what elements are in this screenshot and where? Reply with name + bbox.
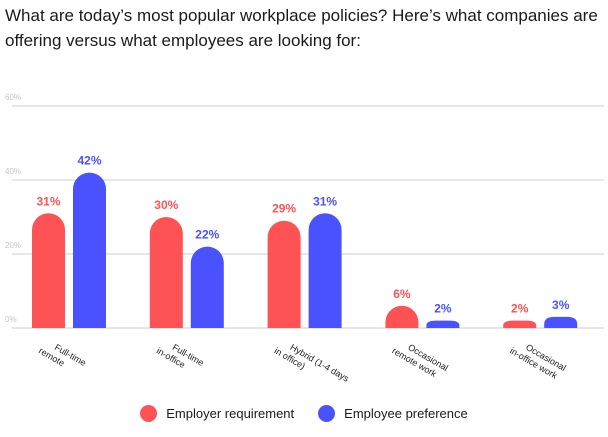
bar-chart: 0% 20% 40% 60% 31% 42% 30% 22% 29% 31% 6% 2% 2% 3% F… [5,93,604,384]
bars [32,172,578,328]
bar-employee [308,213,342,328]
y-tick-label: 20% [5,241,21,250]
legend-label: Employee preference [344,406,468,421]
bar-employer [385,305,419,328]
legend-item-employer[interactable]: Employer requirement [140,405,294,422]
data-label: 22% [195,228,219,242]
y-tick-label: 40% [5,167,21,176]
data-label: 42% [77,154,101,168]
value-labels: 31% 42% 30% 22% 29% 31% 6% 2% 2% 3% [36,154,569,316]
bar-employee [426,320,460,328]
y-tick-label: 0% [5,315,17,324]
legend-item-employee[interactable]: Employee preference [318,405,468,422]
data-label: 2% [434,302,452,316]
bar-employee [544,316,578,328]
legend-label: Employer requirement [166,406,295,421]
legend: Employer requirement Employee preference [0,405,608,422]
data-label: 2% [511,302,529,316]
employee-swatch-icon [318,405,336,422]
bar-employee [73,172,106,328]
chart-title: What are today’s most popular workplace … [5,6,598,50]
bar-employer [32,213,65,328]
employer-swatch-icon [140,405,158,422]
data-label: 29% [272,202,296,216]
bar-employer [267,220,301,328]
y-tick-label: 60% [5,93,21,102]
bar-employer [149,217,183,328]
bar-employee [190,246,224,328]
data-label: 30% [154,198,178,212]
data-label: 6% [393,287,411,301]
data-label: 31% [313,194,337,208]
data-label: 31% [36,194,60,208]
data-label: 3% [552,298,570,312]
bar-employer [503,320,537,328]
